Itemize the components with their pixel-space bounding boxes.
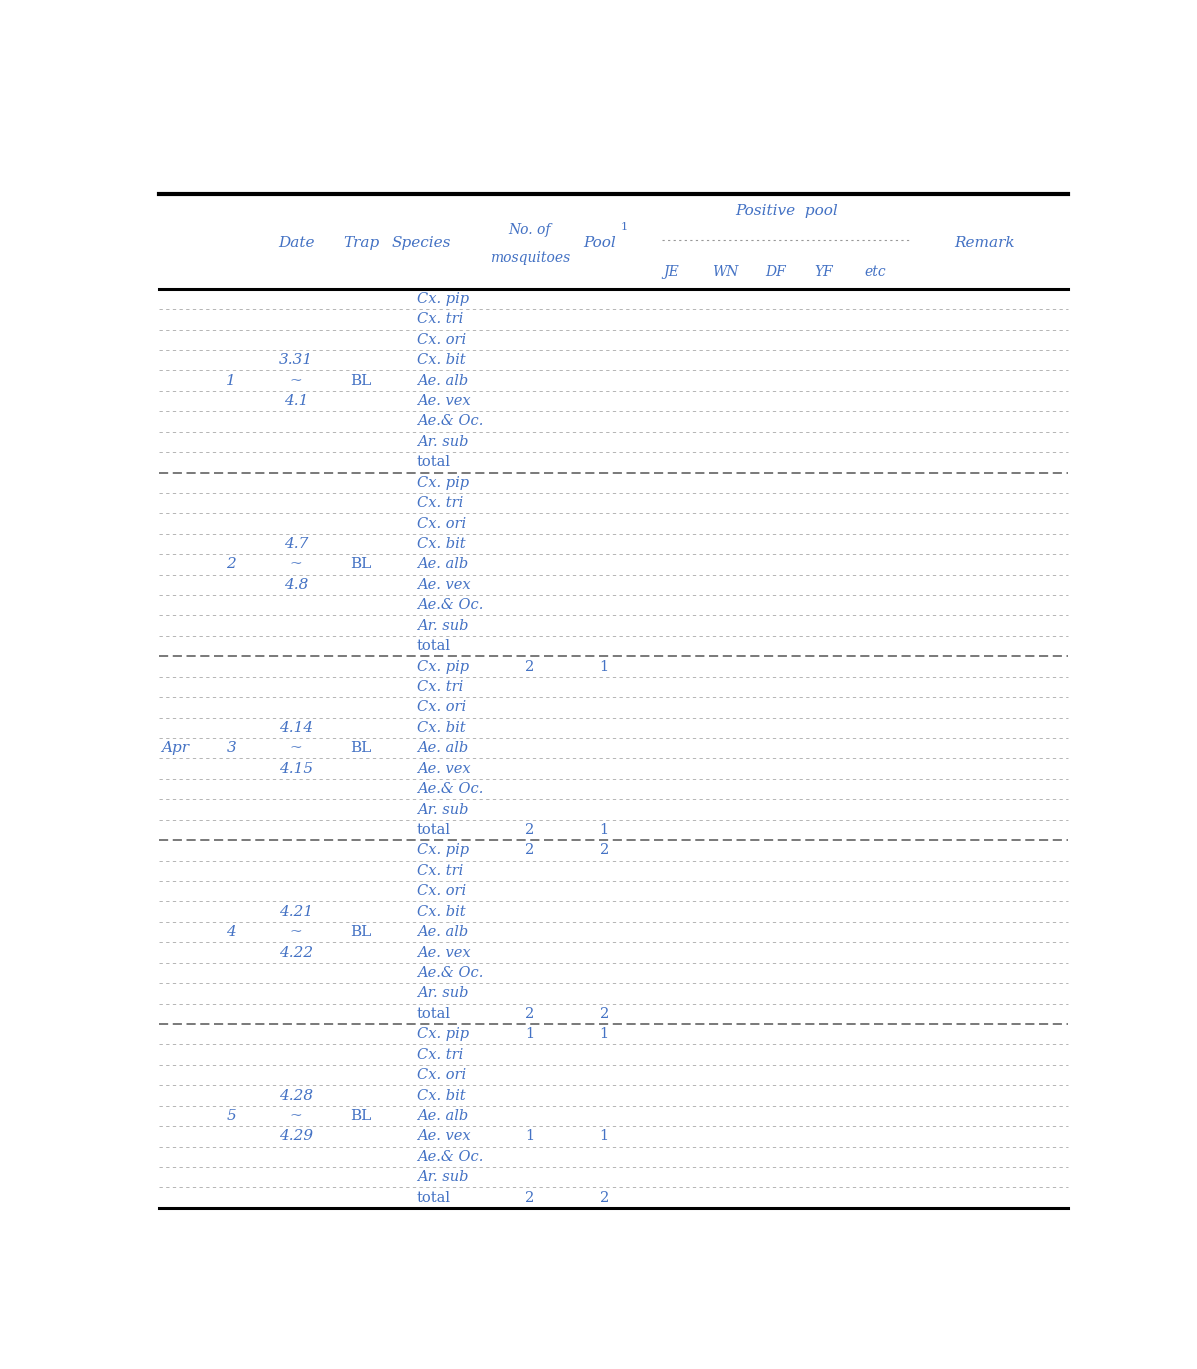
Text: mosquitoes: mosquitoes xyxy=(490,251,570,264)
Text: BL: BL xyxy=(351,1109,372,1123)
Text: 1: 1 xyxy=(226,374,236,387)
Text: ~: ~ xyxy=(290,557,303,571)
Text: 4.15: 4.15 xyxy=(279,761,314,776)
Text: 2: 2 xyxy=(600,1006,609,1021)
Text: 5: 5 xyxy=(226,1109,236,1123)
Text: Ae. vex: Ae. vex xyxy=(417,1129,470,1143)
Text: Ae. alb: Ae. alb xyxy=(417,1109,468,1123)
Text: Ae. vex: Ae. vex xyxy=(417,761,470,776)
Text: Cx. ori: Cx. ori xyxy=(417,333,466,346)
Text: 1: 1 xyxy=(600,1129,609,1143)
Text: Trap: Trap xyxy=(344,235,379,251)
Text: total: total xyxy=(417,1006,451,1021)
Text: total: total xyxy=(417,639,451,653)
Text: Cx. tri: Cx. tri xyxy=(417,312,463,326)
Text: Cx. tri: Cx. tri xyxy=(417,1047,463,1062)
Text: JE: JE xyxy=(663,264,679,278)
Text: 2: 2 xyxy=(226,557,236,571)
Text: 2: 2 xyxy=(525,660,535,674)
Text: total: total xyxy=(417,1191,451,1205)
Text: Ae. vex: Ae. vex xyxy=(417,394,470,408)
Text: Ae. vex: Ae. vex xyxy=(417,578,470,591)
Text: Ae.& Oc.: Ae.& Oc. xyxy=(417,967,484,980)
Text: 1: 1 xyxy=(600,660,609,674)
Text: Ae.& Oc.: Ae.& Oc. xyxy=(417,415,484,428)
Text: BL: BL xyxy=(351,557,372,571)
Text: Ae. alb: Ae. alb xyxy=(417,557,468,571)
Text: 2: 2 xyxy=(600,843,609,857)
Text: 2: 2 xyxy=(525,1006,535,1021)
Text: Cx. ori: Cx. ori xyxy=(417,1068,466,1082)
Text: Ar. sub: Ar. sub xyxy=(417,802,468,816)
Text: Ar. sub: Ar. sub xyxy=(417,435,468,449)
Text: YF: YF xyxy=(815,264,833,278)
Text: Ae.& Oc.: Ae.& Oc. xyxy=(417,782,484,797)
Text: Date: Date xyxy=(278,235,315,251)
Text: 1: 1 xyxy=(600,1027,609,1042)
Text: ~: ~ xyxy=(290,925,303,939)
Text: Ar. sub: Ar. sub xyxy=(417,619,468,632)
Text: BL: BL xyxy=(351,374,372,387)
Text: Ae. alb: Ae. alb xyxy=(417,741,468,756)
Text: Cx. pip: Cx. pip xyxy=(417,843,469,857)
Text: 4.21: 4.21 xyxy=(279,905,314,919)
Text: Cx. tri: Cx. tri xyxy=(417,864,463,878)
Text: 4.1: 4.1 xyxy=(284,394,309,408)
Text: etc: etc xyxy=(864,264,886,278)
Text: BL: BL xyxy=(351,741,372,756)
Text: Ar. sub: Ar. sub xyxy=(417,1170,468,1184)
Text: 4.22: 4.22 xyxy=(279,946,314,960)
Text: 4: 4 xyxy=(226,925,236,939)
Text: Cx. ori: Cx. ori xyxy=(417,516,466,531)
Text: Cx. pip: Cx. pip xyxy=(417,292,469,305)
Text: ~: ~ xyxy=(290,1109,303,1123)
Text: Positive  pool: Positive pool xyxy=(736,204,838,218)
Text: Remark: Remark xyxy=(954,235,1015,251)
Text: 1: 1 xyxy=(525,1129,535,1143)
Text: Ar. sub: Ar. sub xyxy=(417,987,468,1001)
Text: Cx. bit: Cx. bit xyxy=(417,1088,466,1102)
Text: Ae. alb: Ae. alb xyxy=(417,925,468,939)
Text: Ae. alb: Ae. alb xyxy=(417,374,468,387)
Text: Cx. pip: Cx. pip xyxy=(417,1027,469,1042)
Text: 3.31: 3.31 xyxy=(279,353,314,367)
Text: Ae. vex: Ae. vex xyxy=(417,946,470,960)
Text: Pool: Pool xyxy=(583,235,616,251)
Text: Cx. tri: Cx. tri xyxy=(417,496,463,511)
Text: Cx. bit: Cx. bit xyxy=(417,905,466,919)
Text: 4.28: 4.28 xyxy=(279,1088,314,1102)
Text: Cx. ori: Cx. ori xyxy=(417,884,466,898)
Text: Ae.& Oc.: Ae.& Oc. xyxy=(417,598,484,612)
Text: 4.14: 4.14 xyxy=(279,721,314,735)
Text: Cx. bit: Cx. bit xyxy=(417,353,466,367)
Text: total: total xyxy=(417,823,451,836)
Text: Cx. pip: Cx. pip xyxy=(417,475,469,490)
Text: Cx. bit: Cx. bit xyxy=(417,721,466,735)
Text: 4.8: 4.8 xyxy=(284,578,309,591)
Text: 2: 2 xyxy=(525,823,535,836)
Text: ~: ~ xyxy=(290,374,303,387)
Text: Cx. ori: Cx. ori xyxy=(417,701,466,715)
Text: Species: Species xyxy=(391,235,451,251)
Text: Ae.& Oc.: Ae.& Oc. xyxy=(417,1150,484,1164)
Text: ~: ~ xyxy=(290,741,303,756)
Text: 2: 2 xyxy=(525,843,535,857)
Text: 2: 2 xyxy=(525,1191,535,1205)
Text: Cx. pip: Cx. pip xyxy=(417,660,469,674)
Text: Apr: Apr xyxy=(162,741,189,756)
Text: Cx. bit: Cx. bit xyxy=(417,537,466,550)
Text: DF: DF xyxy=(765,264,786,278)
Text: No. of: No. of xyxy=(509,223,552,237)
Text: Cx. tri: Cx. tri xyxy=(417,680,463,694)
Text: 2: 2 xyxy=(600,1191,609,1205)
Text: 1: 1 xyxy=(525,1027,535,1042)
Text: 1: 1 xyxy=(600,823,609,836)
Text: 3: 3 xyxy=(226,741,236,756)
Text: BL: BL xyxy=(351,925,372,939)
Text: 1: 1 xyxy=(621,222,628,233)
Text: total: total xyxy=(417,456,451,470)
Text: WN: WN xyxy=(711,264,739,278)
Text: 4.7: 4.7 xyxy=(284,537,309,550)
Text: 4.29: 4.29 xyxy=(279,1129,314,1143)
